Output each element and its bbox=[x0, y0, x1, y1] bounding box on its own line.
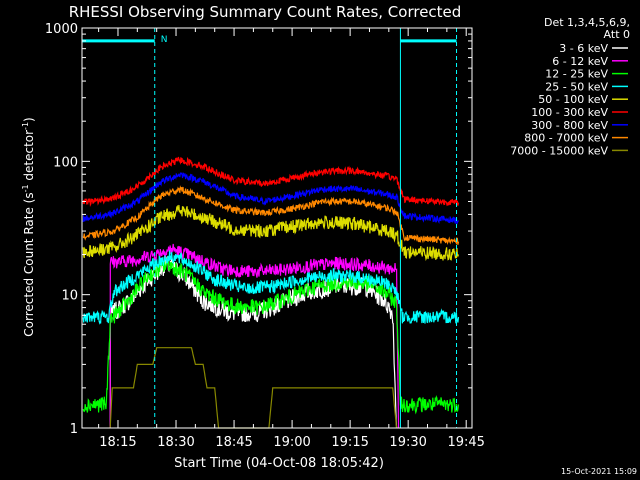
x-tick-label-1: 18:30 bbox=[157, 435, 194, 450]
legend-label-1: 6 - 12 keV bbox=[552, 55, 608, 68]
series-line-2 bbox=[82, 257, 460, 415]
plot-frame bbox=[81, 27, 473, 429]
legend-header-attenuator: Att 0 bbox=[604, 28, 630, 41]
y-tick-label-3: 1000 bbox=[45, 22, 78, 37]
y-tick-label-0: 1 bbox=[70, 422, 78, 437]
legend-label-0: 3 - 6 keV bbox=[559, 42, 608, 55]
y-axis-label: Corrected Count Rate (s-1 detector-1) bbox=[21, 117, 36, 336]
legend-label-5: 100 - 300 keV bbox=[531, 106, 608, 119]
axis-layer: 1 10 100 1000 18:15 18:30 18:45 19:00 19:15 19:30… bbox=[45, 22, 485, 450]
legend-label-6: 300 - 800 keV bbox=[531, 119, 608, 132]
x-axis-label: Start Time (04-Oct-08 18:05:42) bbox=[174, 456, 384, 471]
legend-label-4: 50 - 100 keV bbox=[538, 93, 608, 106]
legend-header-detectors: Det 1,3,4,5,6,9, bbox=[544, 16, 630, 29]
x-tick-label-5: 19:30 bbox=[389, 435, 426, 450]
x-tick-label-0: 18:15 bbox=[99, 435, 136, 450]
series-line-5 bbox=[82, 156, 460, 207]
series-layer bbox=[82, 156, 460, 429]
x-tick-label-6: 19:45 bbox=[447, 435, 484, 450]
series-line-7 bbox=[82, 185, 460, 246]
legend-label-8: 7000 - 15000 keV bbox=[510, 144, 608, 157]
chart-title: RHESSI Observing Summary Count Rates, Co… bbox=[69, 3, 462, 21]
series-line-1 bbox=[109, 243, 400, 429]
marker-layer: N bbox=[82, 28, 458, 428]
legend-label-2: 12 - 25 keV bbox=[545, 68, 608, 81]
marker-bar-label-3: N bbox=[161, 35, 168, 45]
y-tick-label-1: 10 bbox=[61, 289, 78, 304]
footer-timestamp: 15-Oct-2021 15:09 bbox=[561, 467, 637, 476]
x-tick-label-2: 18:45 bbox=[215, 435, 252, 450]
series-line-3 bbox=[82, 250, 460, 325]
legend-label-7: 800 - 7000 keV bbox=[524, 132, 608, 145]
series-line-4 bbox=[82, 204, 460, 262]
x-tick-label-4: 19:15 bbox=[331, 435, 368, 450]
y-tick-label-2: 100 bbox=[53, 155, 78, 170]
legend-label-3: 25 - 50 keV bbox=[545, 80, 608, 93]
series-line-6 bbox=[82, 171, 459, 226]
x-tick-label-3: 19:00 bbox=[273, 435, 310, 450]
